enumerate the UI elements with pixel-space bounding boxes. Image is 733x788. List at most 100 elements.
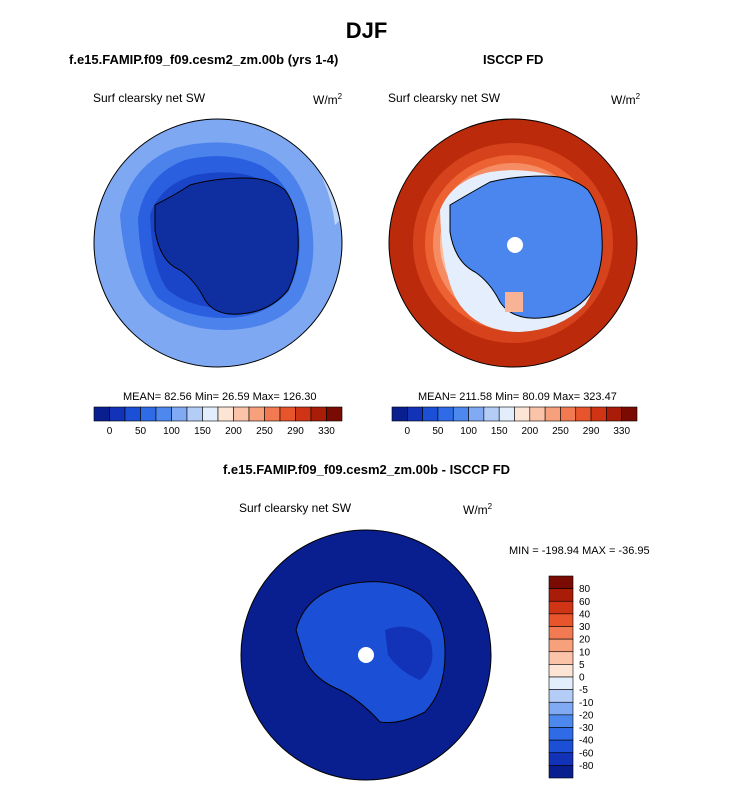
panel2-shelf-patch [505,292,523,312]
panel1-colorbar-tick-label: 330 [318,426,335,437]
panel3-colorbar-segment [548,714,574,728]
panel3-colorbar-segment [548,664,574,678]
panel3-colorbar-segment [548,765,574,779]
panel1-map-border [93,118,343,368]
panel3-colorbar-tick-label: 10 [579,647,591,658]
panel3-colorbar-segment [548,651,574,665]
panel1-colorbar-segment [155,406,172,422]
panel1-colorbar-segment [171,406,188,422]
panel1-colorbar-segment [233,406,250,422]
panel1-colorbar-tick-label: 250 [256,426,273,437]
panel1-colorbar-tick-label: 100 [163,426,180,437]
panel3-colorbar-tick-label: 40 [579,609,591,620]
panel1-colorbar-segment [326,406,343,422]
panel1-units: W/m2 [313,92,343,107]
panel2-colorbar-segment [590,406,607,422]
panel3-colorbar-segment [548,613,574,627]
panel2-colorbar-segment [498,406,515,422]
panel3-colorbar-tick-label: -10 [579,698,594,709]
panel2-colorbar-segment [575,406,592,422]
panel2-colorbar-segment [529,406,546,422]
panel1-colorbar-tick-label: 200 [225,426,242,437]
panel1-colorbar-segment [186,406,203,422]
panel3-colorbar-tick-label: -20 [579,710,594,721]
panel2-units: W/m2 [611,92,641,107]
panel1-colorbar-segment [140,406,157,422]
panel3-colorbar-tick-label: -40 [579,736,594,747]
panel2-colorbar-segment [437,406,454,422]
panel2-colorbar-tick-label: 0 [405,426,411,437]
panel1-map [94,119,342,367]
panel1-stats: MEAN= 82.56 Min= 26.59 Max= 126.30 [123,391,317,403]
panel1-colorbar-segment [124,406,141,422]
panel3-colorbar-segment [548,701,574,716]
panel2-colorbar-segment [407,406,423,422]
panel1-colorbar-segment [202,406,219,422]
panel3-units: W/m2 [463,502,493,517]
panel2-colorbar-segment [452,406,469,422]
panel2-colorbar-tick-label: 290 [583,426,600,437]
panel3-map [241,530,491,780]
panel2-variable-label: Surf clearsky net SW [388,91,501,105]
panel3-colorbar-segment [548,600,574,615]
panel1-colorbar-segment [109,406,126,422]
panel2-colorbar-segment [514,406,531,422]
panel1-colorbar-segment [295,406,312,422]
panel2-colorbar-tick-label: 250 [552,426,569,437]
panel1-colorbar-segment [93,406,110,422]
panel3-colorbar-tick-label: 60 [579,597,591,608]
panel3-map-border [240,529,492,781]
figure-title: DJF [345,18,388,43]
panel3-colorbar-tick-label: -80 [579,761,594,772]
panel3-colorbar-tick-label: 30 [579,622,591,633]
panel3-variable-label: Surf clearsky net SW [239,501,352,515]
panel1-title: f.e15.FAMIP.f09_f09.cesm2_zm.00b (yrs 1-… [69,52,339,67]
panel2-pole-hole [507,237,523,253]
panel2-colorbar-segment [621,406,638,422]
panel2-colorbar-segment [560,406,577,422]
panel2-colorbar-tick-label: 200 [521,426,538,437]
panel3-colorbar-tick-label: 0 [579,673,585,684]
panel1-colorbar-tick-label: 290 [287,426,304,437]
panel2-colorbar-segment [422,406,439,422]
panel1-colorbar-segment [279,406,296,422]
panel1-colorbar-segment [310,406,327,422]
panel1-colorbar-segment [264,406,281,422]
panel2-colorbar-tick-label: 50 [432,426,444,437]
panel3-colorbar-segment [548,739,574,754]
panel3-colorbar-tick-label: 20 [579,635,591,646]
panel3-colorbar-segment [548,689,574,703]
panel3-title: f.e15.FAMIP.f09_f09.cesm2_zm.00b - ISCCP… [222,462,511,477]
panel3-colorbar-segment [548,626,574,640]
panel1-antarctica [154,177,299,315]
panel3-colorbar-tick-label: -30 [579,723,594,734]
panel2-colorbar-tick-label: 100 [460,426,477,437]
panel3-colorbar-tick-label: -5 [579,685,588,696]
panel2-colorbar-segment [468,406,485,422]
panel3-pole-hole [358,647,374,663]
panel1-colorbar-tick-label: 0 [107,426,113,437]
panel2-colorbar-segment [544,406,561,422]
panel1-variable-label: Surf clearsky net SW [93,91,206,105]
panel2-title: ISCCP FD [483,52,544,67]
panel2-colorbar-segment [391,406,408,422]
panel3-colorbar-segment [548,575,574,589]
panel1-colorbar-segment [248,406,265,422]
panel3-colorbar-tick-label: 80 [579,584,591,595]
panel3-colorbar-tick-label: -60 [579,748,594,759]
panel2-colorbar-segment [606,406,622,422]
panel3-colorbar-tick-label: 5 [579,660,585,671]
panel3-colorbar-segment [548,727,574,741]
panel3-colorbar-segment [548,588,574,602]
panel3-colorbar-segment [548,638,574,653]
panel1-colorbar-segment [217,406,234,422]
panel2-map [389,119,637,367]
panel2-antarctica [449,175,603,319]
panel3-deep-patch [385,626,433,680]
panel2-colorbar-tick-label: 330 [613,426,630,437]
panel3-colorbar-segment [548,676,574,690]
panel2-colorbar-segment [483,406,500,422]
panel3-colorbar-segment [548,752,574,766]
